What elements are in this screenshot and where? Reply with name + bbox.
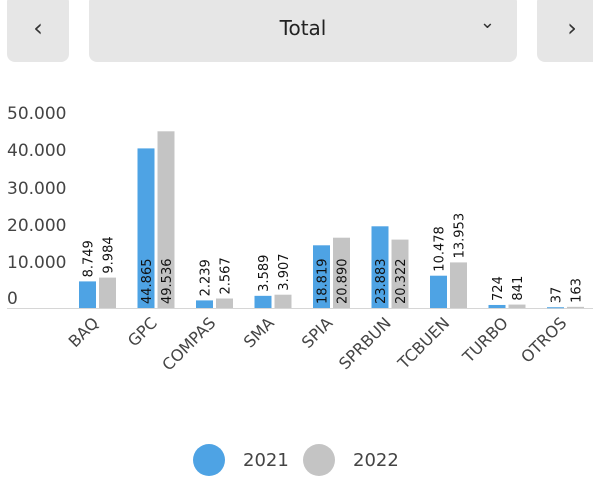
data-label: 2.567 xyxy=(219,257,234,294)
legend-label-2022: 2022 xyxy=(353,449,399,471)
x-tick-label: SPRBUN xyxy=(335,313,395,373)
x-tick-label: OTROS xyxy=(517,313,570,366)
bar xyxy=(333,237,350,308)
legend-label-2021: 2021 xyxy=(243,449,289,471)
data-label: 20.890 xyxy=(336,259,351,305)
data-label: 20.322 xyxy=(394,259,409,305)
period-select[interactable]: Total ⌄ xyxy=(89,0,517,62)
x-tick-label: COMPAS xyxy=(158,313,219,374)
data-label: 3.907 xyxy=(277,253,292,290)
bar xyxy=(254,295,272,308)
y-tick-label: 10.000 xyxy=(7,253,66,273)
bar xyxy=(450,262,467,308)
x-tick-label: SMA xyxy=(240,313,278,351)
bar xyxy=(371,226,389,308)
y-tick-label: 0 xyxy=(7,289,18,309)
data-label: 841 xyxy=(511,276,526,301)
bar xyxy=(79,281,96,308)
y-tick-label: 50.000 xyxy=(7,104,66,124)
data-label: 3.589 xyxy=(257,255,272,292)
data-label: 10.478 xyxy=(433,226,448,272)
bar xyxy=(488,304,506,308)
legend-item-2021[interactable]: 2021 xyxy=(193,444,289,476)
x-tick-label: BAQ xyxy=(65,313,103,351)
data-label: 18.819 xyxy=(316,259,331,305)
x-tick-label: SPIA xyxy=(298,313,337,352)
y-tick-label: 40.000 xyxy=(7,141,66,161)
data-label: 2.239 xyxy=(199,259,214,296)
bar xyxy=(547,307,564,309)
next-button[interactable]: › xyxy=(537,0,593,62)
y-tick-label: 30.000 xyxy=(7,179,66,199)
bar xyxy=(137,148,155,308)
x-tick-label: GPC xyxy=(124,313,161,350)
chevron-right-icon: › xyxy=(567,14,577,42)
data-label: 163 xyxy=(570,278,585,303)
x-tick-label: TCBUEN xyxy=(393,313,453,373)
bar xyxy=(567,306,584,308)
bar xyxy=(274,294,292,308)
bar xyxy=(99,277,116,308)
chevron-down-icon: ⌄ xyxy=(479,12,495,33)
data-label: 44.865 xyxy=(140,259,155,305)
y-tick-label: 20.000 xyxy=(7,216,66,236)
legend-swatch-2022 xyxy=(303,444,335,476)
legend-swatch-2021 xyxy=(193,444,225,476)
data-label: 724 xyxy=(491,276,506,301)
bar xyxy=(391,239,409,308)
prev-button[interactable]: ‹ xyxy=(7,0,69,62)
legend-item-2022[interactable]: 2022 xyxy=(303,444,399,476)
bar xyxy=(430,275,447,308)
x-tick-label: TURBO xyxy=(458,313,512,367)
period-selected-value: Total xyxy=(279,16,327,40)
bar xyxy=(196,300,213,308)
data-label: 8.749 xyxy=(82,240,97,277)
data-label: 37 xyxy=(550,287,565,304)
chevron-left-icon: ‹ xyxy=(33,14,43,42)
bar xyxy=(216,298,233,308)
data-label: 49.536 xyxy=(160,259,175,305)
bar xyxy=(313,245,330,308)
bar xyxy=(508,304,526,308)
data-label: 13.953 xyxy=(453,213,468,259)
bar xyxy=(157,131,175,308)
data-label: 9.984 xyxy=(102,236,117,273)
data-label: 23.883 xyxy=(374,259,389,305)
